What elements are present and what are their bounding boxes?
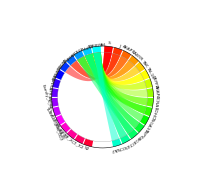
Polygon shape bbox=[60, 62, 70, 72]
Polygon shape bbox=[77, 56, 128, 78]
Polygon shape bbox=[93, 52, 147, 106]
Polygon shape bbox=[77, 53, 120, 77]
Text: MAGEA4: MAGEA4 bbox=[87, 41, 105, 47]
Polygon shape bbox=[93, 52, 147, 97]
Polygon shape bbox=[121, 50, 131, 60]
Polygon shape bbox=[61, 122, 71, 133]
Polygon shape bbox=[93, 52, 120, 76]
Polygon shape bbox=[67, 129, 77, 139]
Polygon shape bbox=[93, 52, 128, 77]
Text: SSTY2: SSTY2 bbox=[79, 42, 93, 50]
Polygon shape bbox=[56, 115, 65, 125]
Polygon shape bbox=[74, 50, 84, 60]
Text: Family_X_MIC_1_JMJD6_007: Family_X_MIC_1_JMJD6_007 bbox=[40, 84, 62, 142]
Polygon shape bbox=[147, 88, 153, 97]
Polygon shape bbox=[93, 52, 112, 75]
Polygon shape bbox=[75, 135, 85, 144]
Polygon shape bbox=[93, 52, 139, 128]
Text: TUBA3C_TUBA3E: TUBA3C_TUBA3E bbox=[45, 105, 66, 140]
Polygon shape bbox=[71, 52, 112, 79]
Polygon shape bbox=[93, 52, 134, 134]
Polygon shape bbox=[104, 46, 113, 53]
Polygon shape bbox=[135, 62, 145, 72]
Text: CABYR: CABYR bbox=[131, 50, 144, 62]
Text: SPANXA: SPANXA bbox=[47, 73, 55, 91]
Text: GAGE: GAGE bbox=[130, 133, 143, 144]
Text: AKAP3: AKAP3 bbox=[122, 45, 136, 55]
Polygon shape bbox=[52, 88, 58, 97]
Polygon shape bbox=[85, 53, 144, 85]
Polygon shape bbox=[77, 52, 112, 77]
Polygon shape bbox=[93, 52, 144, 85]
Polygon shape bbox=[65, 52, 112, 81]
Polygon shape bbox=[77, 56, 144, 85]
Polygon shape bbox=[85, 53, 139, 128]
Polygon shape bbox=[93, 52, 134, 79]
Polygon shape bbox=[147, 98, 153, 107]
Text: CT47: CT47 bbox=[70, 46, 82, 55]
Polygon shape bbox=[66, 55, 76, 65]
Polygon shape bbox=[85, 53, 120, 76]
Text: CT83: CT83 bbox=[46, 87, 51, 98]
Text: PAGE4: PAGE4 bbox=[61, 50, 74, 62]
Polygon shape bbox=[85, 53, 147, 90]
Text: J: J bbox=[118, 44, 120, 48]
Text: CCNA1: CCNA1 bbox=[153, 95, 159, 110]
Polygon shape bbox=[77, 56, 146, 114]
Polygon shape bbox=[85, 52, 112, 76]
Text: CT_X2: CT_X2 bbox=[70, 139, 84, 149]
Polygon shape bbox=[77, 56, 134, 80]
Polygon shape bbox=[52, 79, 61, 88]
Polygon shape bbox=[85, 53, 140, 81]
Polygon shape bbox=[93, 52, 144, 122]
Polygon shape bbox=[140, 70, 150, 80]
Polygon shape bbox=[129, 55, 139, 65]
Text: S: S bbox=[107, 41, 111, 46]
Text: CT_gene: CT_gene bbox=[53, 123, 69, 140]
Polygon shape bbox=[55, 70, 65, 80]
Text: FATE1: FATE1 bbox=[46, 96, 52, 109]
Polygon shape bbox=[53, 107, 61, 116]
Polygon shape bbox=[112, 139, 122, 147]
Polygon shape bbox=[93, 52, 140, 81]
Polygon shape bbox=[85, 53, 147, 106]
Polygon shape bbox=[144, 107, 152, 116]
Polygon shape bbox=[92, 46, 101, 53]
Polygon shape bbox=[85, 53, 134, 79]
Polygon shape bbox=[93, 52, 147, 90]
Text: SPANXB: SPANXB bbox=[49, 64, 60, 81]
Text: TAL1b: TAL1b bbox=[146, 65, 155, 79]
Polygon shape bbox=[83, 47, 92, 56]
Polygon shape bbox=[144, 79, 153, 88]
Polygon shape bbox=[93, 52, 146, 114]
Text: PEPP2: PEPP2 bbox=[150, 75, 158, 89]
Polygon shape bbox=[83, 139, 93, 147]
Text: LDHC: LDHC bbox=[150, 107, 158, 119]
Polygon shape bbox=[93, 52, 119, 141]
Polygon shape bbox=[128, 129, 138, 139]
Polygon shape bbox=[85, 53, 127, 138]
Polygon shape bbox=[85, 53, 146, 114]
Text: CT_X: CT_X bbox=[63, 134, 74, 144]
Polygon shape bbox=[77, 56, 134, 134]
Text: CCNA2: CCNA2 bbox=[110, 144, 126, 152]
Polygon shape bbox=[120, 135, 130, 144]
Polygon shape bbox=[93, 52, 127, 138]
Text: TAK: TAK bbox=[141, 59, 149, 68]
Polygon shape bbox=[85, 53, 128, 77]
Text: XAGE1: XAGE1 bbox=[54, 56, 67, 70]
Text: TSGA10: TSGA10 bbox=[144, 114, 156, 131]
Polygon shape bbox=[134, 122, 144, 133]
Polygon shape bbox=[113, 47, 122, 56]
Text: S2: S2 bbox=[84, 146, 90, 151]
Text: TSPY: TSPY bbox=[139, 126, 149, 137]
Text: CT45: CT45 bbox=[122, 140, 134, 149]
Polygon shape bbox=[140, 115, 149, 125]
Polygon shape bbox=[52, 98, 58, 107]
Text: AKAP4: AKAP4 bbox=[153, 85, 159, 99]
Polygon shape bbox=[71, 53, 120, 79]
Polygon shape bbox=[85, 53, 134, 134]
